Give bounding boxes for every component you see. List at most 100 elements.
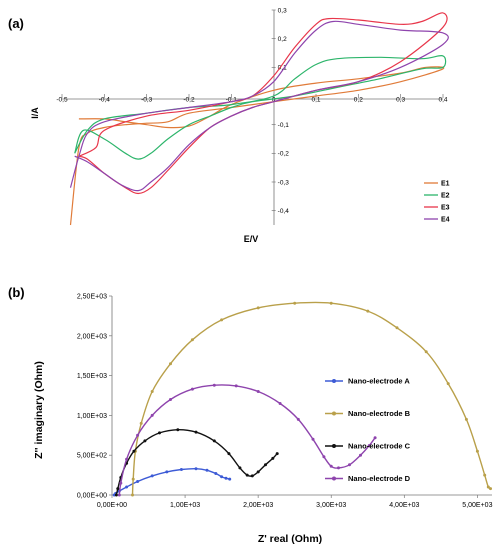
panel-label-b: (b) bbox=[8, 285, 25, 300]
y-tick-label: -0,1 bbox=[278, 122, 290, 129]
x-axis-label-b: Z' real (Ohm) bbox=[258, 533, 322, 545]
data-point-nano-electrode-b bbox=[464, 417, 468, 421]
data-point-nano-electrode-a bbox=[224, 476, 228, 480]
data-point-nano-electrode-b bbox=[150, 390, 154, 393]
legend-label: E1 bbox=[441, 181, 450, 188]
y-tick-label: 1,00E+03 bbox=[77, 413, 107, 420]
data-point-nano-electrode-d bbox=[150, 413, 154, 417]
x-tick-label: -0,5 bbox=[56, 97, 68, 104]
data-point-nano-electrode-d bbox=[136, 433, 140, 437]
y-tick-label: -0,3 bbox=[278, 179, 290, 186]
data-point-nano-electrode-b bbox=[475, 449, 479, 453]
data-point-nano-electrode-c bbox=[116, 487, 120, 491]
panel-label-a: (a) bbox=[8, 16, 24, 31]
x-axis-label-a: E/V bbox=[244, 234, 259, 244]
data-point-nano-electrode-b bbox=[446, 382, 450, 386]
data-point-nano-electrode-c bbox=[238, 466, 242, 470]
legend-marker bbox=[332, 476, 336, 481]
data-point-nano-electrode-d bbox=[311, 437, 315, 441]
y-tick-label: 0,3 bbox=[278, 7, 287, 14]
legend-marker bbox=[332, 379, 336, 383]
x-tick-label: -0,2 bbox=[183, 97, 195, 104]
data-point-nano-electrode-d bbox=[190, 387, 194, 391]
data-point-nano-electrode-b bbox=[139, 421, 143, 425]
y-axis-label-b: Z'' imaginary (Ohm) bbox=[33, 361, 45, 459]
data-point-nano-electrode-d bbox=[373, 436, 377, 440]
x-tick-label: 2,00E+03 bbox=[243, 502, 273, 509]
y-tick-label: 0,2 bbox=[278, 36, 287, 43]
series-line-e1 bbox=[69, 66, 445, 226]
data-point-nano-electrode-a bbox=[136, 480, 140, 483]
y-tick-label: 1,50E+03 bbox=[77, 373, 107, 380]
data-point-nano-electrode-c bbox=[158, 431, 161, 435]
data-point-nano-electrode-c bbox=[271, 456, 275, 460]
data-point-nano-electrode-b bbox=[190, 338, 194, 342]
data-point-nano-electrode-d bbox=[367, 444, 371, 448]
data-point-nano-electrode-d bbox=[348, 463, 351, 467]
data-point-nano-electrode-c bbox=[264, 463, 267, 467]
data-point-nano-electrode-d bbox=[125, 457, 129, 461]
data-point-nano-electrode-c bbox=[275, 452, 279, 456]
cv-chart: (a) I/A E/V -0,5 -0,4 -0,3 -0,2 -0,1 0 0,1 0,2 0… bbox=[8, 7, 450, 244]
data-point-nano-electrode-d bbox=[359, 453, 362, 457]
data-point-nano-electrode-d bbox=[278, 402, 282, 405]
legend-label: E2 bbox=[441, 193, 450, 200]
y-tick-label: 0,00E+00 bbox=[77, 493, 107, 500]
x-tick-label: 0,3 bbox=[396, 97, 405, 104]
x-tick-label: 5,00E+03 bbox=[462, 502, 492, 509]
data-point-nano-electrode-b bbox=[486, 485, 490, 489]
data-point-nano-electrode-d bbox=[212, 383, 216, 387]
x-tick-label: -0,1 bbox=[226, 97, 238, 104]
data-point-nano-electrode-d bbox=[296, 417, 300, 421]
data-point-nano-electrode-a bbox=[150, 474, 154, 478]
data-point-nano-electrode-c bbox=[212, 439, 216, 443]
series-line-e4 bbox=[69, 20, 449, 192]
series-line-nano-electrode-c bbox=[115, 428, 278, 496]
legend-label: Nano-electrode A bbox=[348, 377, 410, 386]
data-point-nano-electrode-b bbox=[131, 493, 134, 497]
y-tick-label: 2,00E+03 bbox=[77, 333, 107, 340]
data-point-nano-electrode-a bbox=[220, 475, 224, 479]
x-tick-label: 3,00E+03 bbox=[316, 502, 346, 509]
data-point-nano-electrode-c bbox=[250, 474, 254, 478]
legend-marker bbox=[332, 411, 336, 416]
data-point-nano-electrode-b bbox=[220, 318, 224, 322]
x-tick-label: 1,00E+03 bbox=[170, 502, 200, 509]
data-point-nano-electrode-a bbox=[214, 472, 218, 475]
y-tick-label: -0,2 bbox=[278, 151, 290, 158]
data-point-nano-electrode-d bbox=[256, 390, 260, 393]
y-axis-label-a: I/A bbox=[30, 107, 40, 119]
data-point-nano-electrode-c bbox=[194, 430, 198, 434]
legend-label: Nano-electrode B bbox=[348, 409, 411, 418]
data-point-nano-electrode-a bbox=[179, 468, 183, 471]
data-point-nano-electrode-a bbox=[205, 468, 209, 472]
data-point-nano-electrode-a bbox=[194, 467, 198, 471]
data-point-nano-electrode-b bbox=[131, 477, 135, 481]
data-point-nano-electrode-b bbox=[256, 306, 260, 310]
legend-label: Nano-electrode D bbox=[348, 474, 411, 483]
data-point-nano-electrode-d bbox=[337, 466, 340, 470]
data-point-nano-electrode-c bbox=[227, 452, 231, 456]
series-line-nano-electrode-b bbox=[131, 301, 491, 496]
x-tick-label: 0,2 bbox=[354, 97, 363, 104]
data-point-nano-electrode-d bbox=[169, 398, 172, 401]
legend-label: Nano-electrode C bbox=[348, 442, 411, 451]
data-point-nano-electrode-d bbox=[322, 455, 326, 459]
data-point-nano-electrode-c bbox=[132, 449, 136, 453]
y-tick-label: -0,4 bbox=[278, 208, 290, 215]
data-point-nano-electrode-a bbox=[125, 485, 129, 489]
x-tick-label: -0,4 bbox=[99, 97, 111, 104]
data-point-nano-electrode-c bbox=[245, 473, 249, 477]
data-point-nano-electrode-b bbox=[169, 362, 172, 366]
data-point-nano-electrode-d bbox=[234, 384, 238, 388]
y-tick-label: 2,50E+03 bbox=[77, 294, 107, 301]
impedance-chart: (b) Z'' imaginary (Ohm) Z' real (Ohm) 0,… bbox=[8, 285, 493, 545]
x-tick-label: 0,1 bbox=[311, 97, 320, 104]
legend-label: E3 bbox=[441, 205, 450, 212]
data-point-nano-electrode-d bbox=[119, 481, 123, 485]
legend-label: E4 bbox=[441, 217, 450, 224]
data-point-nano-electrode-b bbox=[293, 301, 297, 305]
series-line-e2 bbox=[74, 54, 447, 160]
data-point-nano-electrode-b bbox=[489, 487, 492, 491]
